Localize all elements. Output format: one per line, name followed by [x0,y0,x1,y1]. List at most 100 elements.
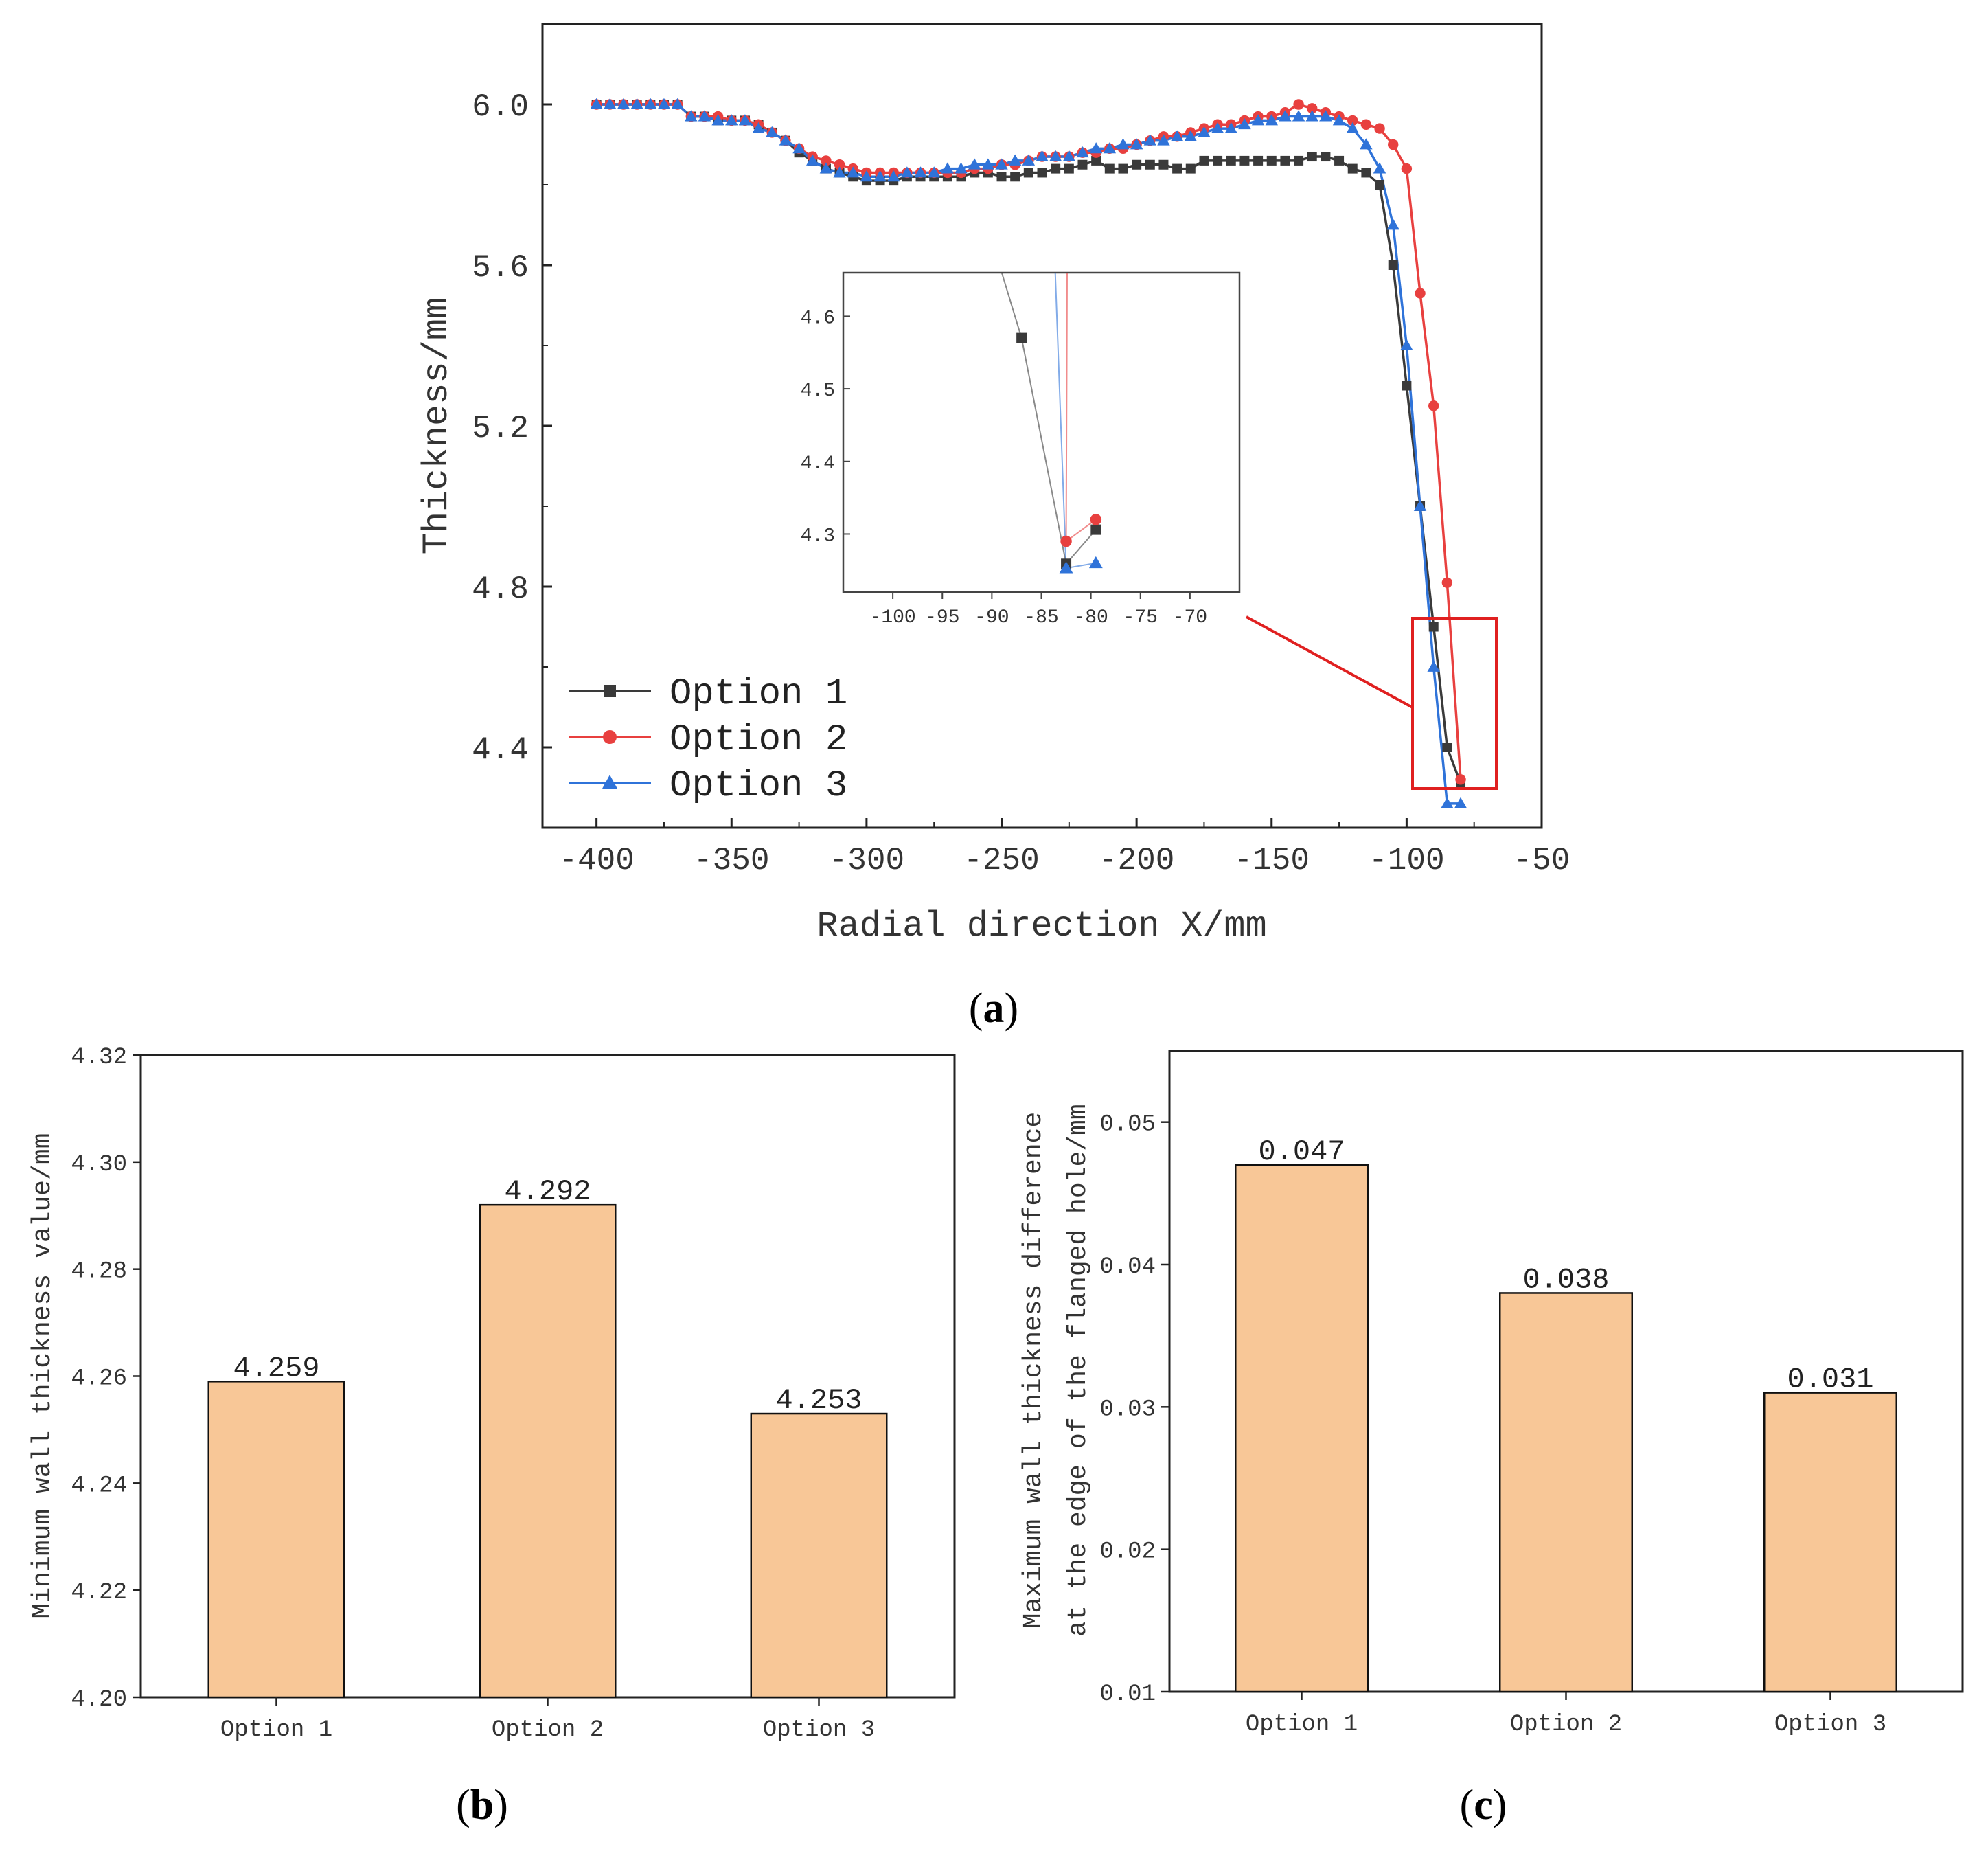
panel-a-y-tick-label: 5.2 [472,411,529,446]
panel-a-point-option-3 [604,98,617,109]
panel-a-x-axis: -400 -350 -300 -250 -200 -150 -100 -50 [558,818,1570,879]
panel-a-point-option-1 [1213,155,1223,166]
panel-c-bar-chart: 0.05 0.04 0.03 0.02 0.01 0.047 Option 1 0.038 O… [1019,1050,1964,1828]
panel-b-category-label: Option 2 [492,1717,604,1743]
panel-b-value-label: 4.259 [233,1352,319,1385]
panel-a-letter: a [983,985,1005,1032]
panel-c-bar-option-1 [1235,1164,1369,1693]
panel-a-y-tick-label: 4.4 [472,732,529,768]
panel-a-point-option-1 [1104,163,1115,174]
panel-a-point-option-3 [860,170,873,182]
panel-a-point-option-3 [752,122,765,134]
panel-b-bars: 4.259 Option 1 4.292 Option 2 4.253 Option 3 [207,1175,888,1743]
panel-a-point-option-3 [1251,114,1265,126]
panel-a-point-option-3 [779,134,792,146]
panel-a-point-option-2 [821,155,832,166]
panel-b-y-axis-title: Minimum wall thickness value/mm [28,1133,58,1619]
panel-b-category-label: Option 3 [763,1717,875,1743]
panel-a-point-option-1 [1239,155,1250,166]
panel-a-point-option-3 [766,126,779,137]
panel-a-x-tick-label: -150 [1234,843,1310,879]
panel-a-point-option-3 [738,114,752,126]
panel-a-point-option-3 [941,162,955,174]
panel-a-point-option-1 [1185,163,1196,174]
panel-a-point-option-1 [1091,155,1101,166]
panel-c-bar-option-3 [1763,1392,1897,1693]
panel-a-point-option-1 [1077,159,1088,170]
inset-point-option-2 [1060,535,1072,547]
panel-c-bar-option-2 [1499,1292,1633,1693]
inset-series [1001,272,1103,574]
panel-a-point-option-3 [1184,130,1198,141]
panel-c-y-axis-title-line-2: at the edge of the flanged hole/mm [1064,1104,1093,1636]
inset-y-tick-label: 4.4 [801,453,835,475]
panel-a-point-option-1 [1280,155,1290,166]
panel-a-y-axis: 6.0 5.6 5.2 4.8 4.4 [472,23,552,828]
inset-point-option-3 [1059,561,1073,574]
panel-b-value-label: 4.253 [775,1384,862,1417]
panel-a-point-option-3 [1413,499,1427,511]
panel-a-point-option-2 [1360,119,1372,130]
panel-a-y-axis-title: Thickness/mm [417,297,457,554]
legend-marker-option-3 [602,775,617,789]
legend-marker-option-1 [604,685,616,697]
panel-a-point-option-3 [1305,110,1318,122]
panel-a-point-option-3 [1198,126,1211,137]
panel-a-point-option-3 [1170,130,1184,141]
inset-x-tick-label: -70 [1173,607,1207,628]
panel-b-y-tick-label: 4.28 [71,1259,127,1285]
panel-a-point-option-2 [1293,99,1304,110]
inset-point-option-1 [1016,332,1027,343]
panel-a-point-option-3 [873,170,887,182]
panel-a-series [590,98,1467,808]
inset-line-option-1 [1001,272,1097,565]
panel-a-point-option-3 [685,110,698,122]
panel-a-point-option-3 [1022,154,1036,166]
panel-b-y-tick-label: 4.20 [71,1687,127,1713]
panel-a-point-option-1 [1442,743,1452,752]
panel-a-x-tick-label: -300 [829,843,904,879]
panel-c-y-tick-label: 0.03 [1099,1396,1156,1423]
panel-a-point-option-3 [1441,797,1454,808]
panel-a-point-option-1 [1321,152,1331,162]
panel-b-bar-option-3 [750,1412,888,1699]
panel-a-point-option-3 [792,142,806,154]
panel-c-y-tick-label: 0.01 [1099,1681,1156,1708]
panel-a-point-option-3 [617,98,630,109]
panel-a-point-option-2 [1415,288,1426,299]
panel-a-point-option-2 [1455,774,1466,785]
inset-y-tick-label: 4.6 [801,308,835,329]
inset-y-axis: 4.6 4.5 4.4 4.3 [801,308,850,547]
panel-a-point-option-3 [590,98,603,109]
panel-a-point-option-3 [900,166,914,178]
panel-a-point-option-3 [1211,122,1224,134]
panel-a-point-option-3 [1292,110,1305,122]
inset-frame [842,271,1241,593]
panel-b-y-tick-label: 4.30 [71,1152,127,1178]
panel-a-point-option-3 [1117,138,1130,150]
panel-a-point-option-1 [1334,155,1345,166]
zoom-connector [1246,615,1413,709]
panel-a-point-option-1 [1388,260,1398,270]
panel-a-point-option-3 [1373,162,1386,174]
panel-c-value-label: 0.038 [1522,1263,1609,1296]
panel-c-category-label: Option 3 [1774,1712,1886,1738]
panel-c-letter: c [1474,1782,1493,1828]
panel-a-point-option-3 [1279,110,1292,122]
panel-a-point-option-1 [1010,172,1020,182]
panel-a-point-option-1 [1172,163,1182,174]
panel-a-point-option-3 [1454,797,1467,808]
panel-c-y-tick-label: 0.05 [1099,1112,1156,1138]
legend: Option 1 Option 2 Option 3 [569,673,847,807]
panel-a-point-option-3 [1400,339,1413,350]
panel-a-point-option-3 [1319,110,1332,122]
panel-b-bar-option-1 [207,1381,345,1699]
panel-a-point-option-1 [1023,168,1033,178]
panel-a-point-option-3 [927,166,941,178]
panel-a-point-option-3 [1049,150,1062,161]
panel-b-bar-option-2 [479,1203,617,1699]
panel-a-x-axis-title: Radial direction X/mm [816,906,1266,947]
panel-a-point-option-2 [1441,577,1453,588]
panel-a-point-option-1 [1118,163,1128,174]
panel-a-point-option-3 [698,110,711,122]
